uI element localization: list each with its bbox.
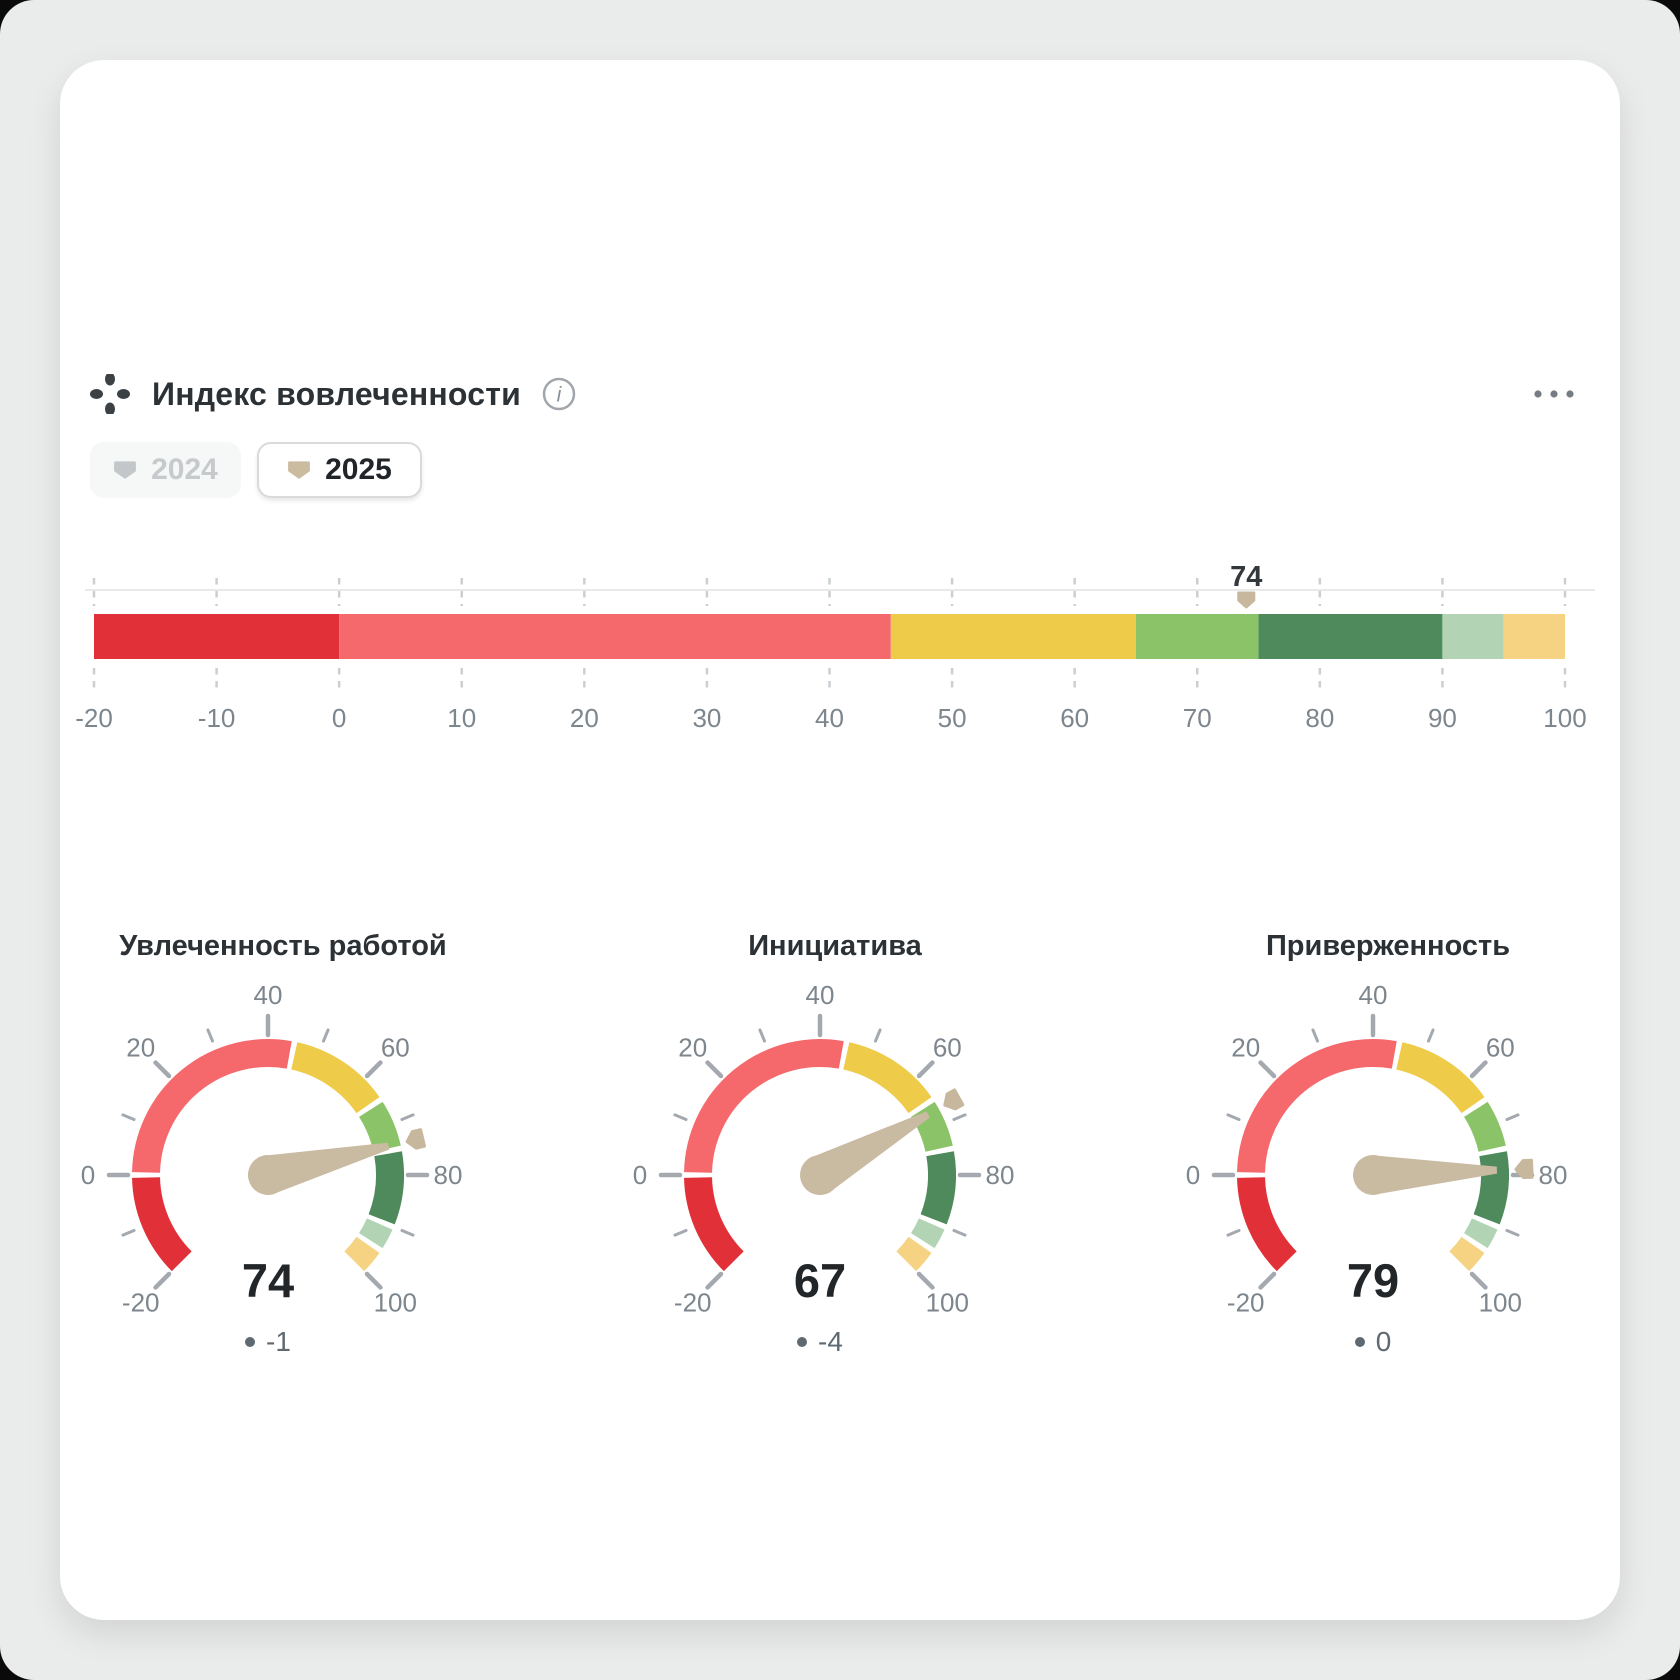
engagement-index-linear-gauge: -20 -10 0 10 20 30 40 50 60 70 80 90 100 74	[75, 561, 1586, 733]
year-toggle-group: 2024 2025	[90, 442, 422, 498]
svg-text:70: 70	[1183, 703, 1212, 733]
delta-dot-icon	[245, 1337, 256, 1347]
svg-text:100: 100	[374, 1287, 417, 1317]
svg-text:60: 60	[933, 1033, 962, 1063]
svg-text:30: 30	[692, 703, 721, 733]
svg-text:50: 50	[938, 703, 967, 733]
svg-text:100: 100	[926, 1287, 969, 1317]
gauge-dial: -20 0 20 40 60 80 100	[1186, 980, 1568, 1317]
widget-header: Индекс вовлеченности i	[90, 370, 1584, 418]
gauge-title: Увлеченность работой	[119, 930, 447, 962]
page-title: Индекс вовлеченности	[152, 375, 521, 412]
info-icon-glyph: i	[557, 384, 563, 407]
delta-dot-icon	[1354, 1337, 1365, 1347]
widget-card: Индекс вовлеченности i 2024	[60, 60, 1620, 1620]
gauge-value: 74	[241, 1254, 295, 1307]
badge-icon	[114, 461, 137, 479]
svg-text:40: 40	[254, 980, 283, 1010]
gauge-delta: -1	[48, 1326, 488, 1358]
gauge-work-engagement: -20 0 20 40 60 80 100 Увлеченность работой 74 …	[48, 920, 488, 1400]
delta-value: -4	[818, 1326, 843, 1357]
ellipsis-icon	[1534, 390, 1574, 398]
gauge-target-marker	[1514, 1158, 1534, 1180]
svg-text:40: 40	[806, 980, 835, 1010]
gauge-dial: -20 0 20 40 60 80 100	[633, 980, 1015, 1317]
svg-text:80: 80	[1539, 1160, 1568, 1190]
svg-text:100: 100	[1479, 1287, 1522, 1317]
svg-text:80: 80	[434, 1160, 463, 1190]
svg-text:100: 100	[1543, 703, 1586, 733]
year-2025-label: 2025	[325, 453, 392, 486]
drag-handle-icon[interactable]	[90, 374, 130, 414]
svg-text:90: 90	[1428, 703, 1457, 733]
svg-text:0: 0	[1186, 1160, 1200, 1190]
gauge-value: 67	[793, 1254, 847, 1307]
year-2025-button[interactable]: 2025	[257, 442, 422, 498]
gauge-commitment: -20 0 20 40 60 80 100 Приверженность 79 0	[1153, 920, 1593, 1400]
delta-value: -1	[266, 1326, 291, 1357]
badge-icon	[288, 461, 311, 479]
svg-text:60: 60	[1060, 703, 1089, 733]
year-2024-label: 2024	[151, 453, 218, 486]
info-icon[interactable]: i	[541, 376, 577, 412]
svg-text:80: 80	[986, 1160, 1015, 1190]
gauge-dial: -20 0 20 40 60 80 100	[81, 980, 463, 1317]
svg-text:10: 10	[447, 703, 476, 733]
svg-text:-10: -10	[198, 703, 236, 733]
svg-text:-20: -20	[122, 1287, 160, 1317]
gauge-delta: 0	[1153, 1326, 1593, 1358]
delta-dot-icon	[797, 1337, 808, 1347]
gauge-needle	[248, 1142, 390, 1195]
gauge-title: Приверженность	[1265, 930, 1511, 962]
svg-text:0: 0	[633, 1160, 647, 1190]
svg-text:-20: -20	[674, 1287, 712, 1317]
gauge-title: Инициатива	[748, 930, 922, 962]
gauge-delta: -4	[600, 1326, 1040, 1358]
svg-text:20: 20	[1231, 1033, 1260, 1063]
svg-text:20: 20	[570, 703, 599, 733]
svg-text:20: 20	[678, 1033, 707, 1063]
gauge-needle	[1353, 1155, 1498, 1195]
gauge-initiative: -20 0 20 40 60 80 100 Инициатива 67 -4	[600, 920, 1040, 1400]
gauge-needle	[800, 1111, 930, 1195]
svg-text:40: 40	[815, 703, 844, 733]
delta-value: 0	[1375, 1326, 1392, 1357]
svg-text:40: 40	[1359, 980, 1388, 1010]
year-2024-button[interactable]: 2024	[90, 442, 241, 498]
gauge-target-marker	[943, 1088, 965, 1111]
svg-text:-20: -20	[1227, 1287, 1265, 1317]
svg-text:20: 20	[126, 1033, 155, 1063]
gauge-value: 79	[1346, 1254, 1400, 1307]
svg-text:60: 60	[381, 1033, 410, 1063]
more-menu-button[interactable]	[1524, 380, 1584, 408]
gauge-target-marker	[405, 1128, 427, 1150]
svg-text:-20: -20	[75, 703, 113, 733]
divider	[85, 589, 1595, 591]
svg-text:74: 74	[1230, 561, 1262, 593]
svg-text:60: 60	[1486, 1033, 1515, 1063]
svg-text:0: 0	[81, 1160, 95, 1190]
svg-text:0: 0	[332, 703, 346, 733]
svg-text:80: 80	[1305, 703, 1334, 733]
